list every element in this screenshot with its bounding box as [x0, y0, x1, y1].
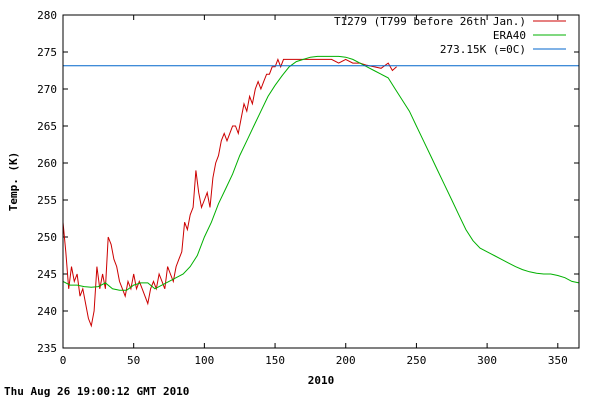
legend: T1279 (T799 before 26th Jan.)ERA40273.15…: [334, 15, 566, 56]
x-axis-label: 2010: [308, 374, 335, 387]
ticks-layer: 0 50 100 150 200 250 300 350 235 240 245 250 255 260 2…: [37, 9, 579, 367]
y-tick-label: 270: [37, 83, 57, 96]
x-tick-label: 150: [265, 354, 285, 367]
x-tick-label: 250: [406, 354, 426, 367]
series-line-0: [62, 57, 397, 328]
x-tick-label: 350: [548, 354, 568, 367]
y-tick-label: 235: [37, 342, 57, 355]
plot-frame: [62, 14, 580, 349]
series-line-1: [62, 55, 580, 291]
legend-label-2: 273.15K (=0C): [440, 43, 526, 56]
x-tick-label: 100: [194, 354, 214, 367]
timestamp-footer: Thu Aug 26 19:00:12 GMT 2010: [4, 385, 190, 398]
y-tick-label: 245: [37, 268, 57, 281]
legend-label-1: ERA40: [493, 29, 526, 42]
y-tick-label: 265: [37, 120, 57, 133]
y-tick-label: 255: [37, 194, 57, 207]
x-tick-label: 300: [477, 354, 497, 367]
y-tick-label: 275: [37, 46, 57, 59]
x-tick-label: 200: [336, 354, 356, 367]
x-tick-label: 0: [60, 354, 67, 367]
y-axis-label: Temp. (K): [7, 152, 20, 212]
series-layer: [62, 55, 580, 328]
legend-label-0: T1279 (T799 before 26th Jan.): [334, 15, 526, 28]
x-tick-label: 50: [127, 354, 140, 367]
y-tick-label: 250: [37, 231, 57, 244]
y-tick-label: 260: [37, 157, 57, 170]
y-tick-label: 280: [37, 9, 57, 22]
y-tick-label: 240: [37, 305, 57, 318]
